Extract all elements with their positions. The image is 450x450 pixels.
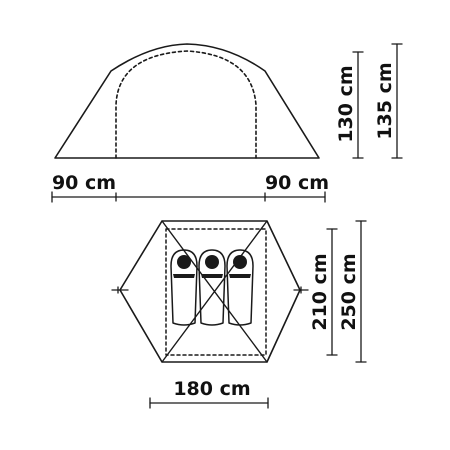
sleeping-bag-middle — [198, 249, 226, 326]
tent-floor-plan — [111, 220, 309, 363]
vestibule-dimension-line — [51, 191, 326, 203]
length-dimension-lines — [326, 220, 367, 363]
vestibule-right-label: 90 cm — [265, 172, 329, 194]
height-dimension-lines — [352, 43, 403, 159]
width-label: 180 cm — [173, 378, 250, 400]
height-inner-label: 130 cm — [335, 65, 357, 142]
fly-footprint-hexagon — [119, 220, 301, 363]
length-inner-label: 210 cm — [309, 253, 331, 330]
inner-tent-floor — [165, 228, 267, 356]
sleeper-head-icon — [233, 255, 247, 269]
tent-side-view — [54, 43, 320, 159]
vestibule-left-label: 90 cm — [52, 172, 116, 194]
sleeper-head-icon — [205, 255, 219, 269]
sleeping-bag-right — [226, 249, 254, 326]
tent-fly-outline — [54, 43, 320, 159]
sleeping-bag-left — [170, 249, 198, 326]
inner-tent-dashed-arch — [115, 50, 257, 159]
pole-diagonal-2 — [161, 220, 268, 363]
width-dimension-line — [149, 397, 269, 409]
height-outer-label: 135 cm — [374, 62, 396, 139]
sleeper-head-icon — [177, 255, 191, 269]
length-outer-label: 250 cm — [338, 253, 360, 330]
